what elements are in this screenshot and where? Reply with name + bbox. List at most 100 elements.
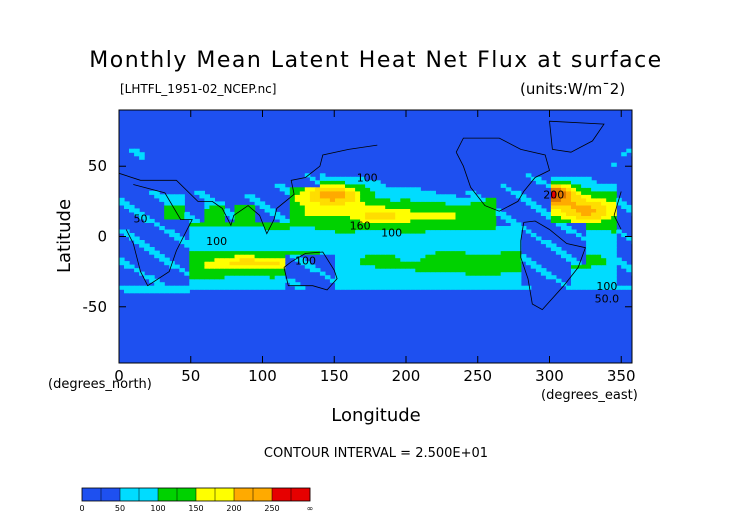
field-cell (370, 261, 376, 266)
field-cell (410, 240, 416, 245)
field-cell (264, 240, 271, 245)
field-cell (355, 204, 361, 209)
field-cell (199, 261, 205, 266)
field-cell (445, 257, 452, 262)
field-cell (340, 233, 346, 238)
field-cell (309, 190, 316, 195)
field-cell (561, 180, 567, 185)
field-cell (455, 271, 462, 276)
field-cell (279, 278, 286, 283)
field-cell (224, 211, 231, 216)
field-cell (355, 282, 361, 287)
contour-value-label: 200 (543, 189, 564, 202)
field-cell (490, 240, 497, 245)
field-cell (440, 194, 446, 199)
field-cell (555, 222, 562, 227)
field-cell (470, 197, 477, 202)
field-cell (606, 236, 612, 241)
field-cell (440, 218, 446, 223)
field-cell (510, 247, 517, 252)
field-cell (495, 254, 502, 259)
field-cell (440, 247, 446, 252)
field-cell (304, 226, 311, 231)
field-cell (606, 204, 612, 209)
field-cell (244, 275, 251, 280)
field-cell (279, 247, 286, 252)
field-cell (395, 257, 401, 262)
field-cell (385, 264, 391, 269)
coastline (125, 184, 193, 287)
field-cell (214, 250, 220, 255)
field-cell (229, 226, 236, 231)
field-cell (591, 247, 597, 252)
field-cell (194, 218, 200, 223)
field-cell (390, 250, 396, 255)
field-cell (470, 201, 477, 206)
field-cell (194, 229, 200, 234)
field-cell (355, 226, 361, 231)
field-cell (335, 240, 341, 245)
contour-value-label: 50.0 (595, 293, 620, 306)
field-cell (340, 278, 346, 283)
field-cell (395, 187, 401, 192)
field-cell (415, 197, 421, 202)
field-cell (555, 201, 562, 206)
field-cell (400, 190, 406, 195)
field-cell (530, 233, 537, 238)
field-cell (566, 215, 572, 220)
field-cell (254, 236, 261, 241)
field-cell (239, 211, 246, 216)
field-cell (586, 204, 592, 209)
field-cell (611, 215, 617, 220)
field-cell (319, 240, 326, 245)
field-cell (591, 264, 597, 269)
field-cell (550, 247, 557, 252)
field-cell (294, 190, 301, 195)
field-cell (279, 282, 286, 287)
field-cell (319, 218, 326, 223)
field-cell (375, 194, 381, 199)
field-cell (470, 247, 477, 252)
field-cell (445, 243, 452, 248)
field-cell (324, 250, 331, 255)
field-cell (199, 254, 205, 259)
field-cell (490, 222, 497, 227)
field-cell (370, 183, 376, 188)
field-cell (179, 240, 185, 245)
field-cell (525, 173, 532, 178)
field-cell (380, 264, 386, 269)
field-cell (525, 197, 532, 202)
field-cell (254, 197, 261, 202)
field-cell (535, 268, 542, 273)
field-cell (390, 271, 396, 276)
field-cell (561, 176, 567, 181)
field-cell (345, 233, 351, 238)
field-cell (485, 247, 492, 252)
field-cell (129, 208, 135, 213)
field-cell (601, 211, 607, 216)
field-cell (345, 257, 351, 262)
field-cell (219, 208, 225, 213)
field-cell (375, 222, 381, 227)
field-cell (324, 236, 331, 241)
field-cell (425, 247, 431, 252)
field-cell (495, 236, 502, 241)
field-cell (535, 236, 542, 241)
field-cell (289, 208, 296, 213)
field-cell (335, 250, 341, 255)
field-cell (269, 222, 276, 227)
field-cell (264, 261, 271, 266)
field-cell (470, 194, 477, 199)
field-cell (445, 282, 452, 287)
field-cell (415, 257, 421, 262)
field-cell (259, 204, 266, 209)
field-cell (294, 285, 301, 290)
field-cell (475, 285, 482, 290)
field-cell (405, 264, 411, 269)
field-cell (274, 236, 281, 241)
field-cell (606, 282, 612, 287)
field-cell (455, 275, 462, 280)
field-cell (360, 250, 366, 255)
field-cell (430, 208, 436, 213)
field-cell (591, 282, 597, 287)
